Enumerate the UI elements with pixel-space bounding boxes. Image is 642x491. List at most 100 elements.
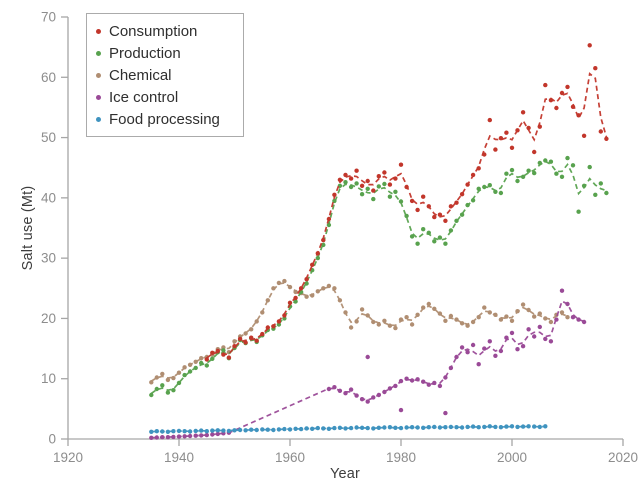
data-point-consumption: [437, 212, 443, 217]
legend-item-ice-control: Ice control: [96, 86, 243, 108]
data-point-consumption: [498, 136, 504, 141]
data-point-consumption: [215, 348, 220, 354]
data-point-chemical: [371, 319, 376, 325]
data-point-consumption: [332, 192, 337, 197]
data-point-food-processing: [470, 424, 476, 429]
data-point-food-processing: [532, 424, 537, 429]
data-point-consumption: [371, 188, 376, 193]
data-point-production: [210, 356, 215, 361]
data-point-consumption: [593, 66, 598, 71]
data-point-consumption: [226, 355, 232, 360]
data-point-consumption: [326, 216, 332, 222]
data-point-consumption: [287, 300, 293, 305]
data-point-ice-control: [548, 339, 554, 344]
data-point-ice-control: [504, 335, 509, 340]
data-point-ice-control: [354, 393, 359, 398]
data-point-production: [570, 163, 576, 168]
data-point-production: [193, 365, 198, 371]
data-point-consumption: [543, 82, 548, 88]
data-point-food-processing: [432, 424, 437, 430]
legend-label-ice-control: Ice control: [109, 88, 179, 106]
data-point-ice-control: [393, 383, 398, 389]
trend-line-ice-control: [151, 299, 585, 439]
data-point-ice-control: [448, 365, 454, 371]
data-point-ice-control: [437, 383, 443, 389]
data-point-food-processing: [443, 425, 448, 430]
data-point-production: [354, 181, 359, 186]
data-point-chemical: [332, 286, 337, 291]
data-point-production: [421, 227, 426, 232]
legend-label-food-processing: Food processing: [109, 110, 220, 128]
data-point-production: [454, 218, 459, 223]
data-point-production: [165, 390, 171, 395]
data-point-consumption: [604, 136, 609, 141]
data-point-chemical: [565, 315, 570, 320]
data-point-ice-control: [543, 336, 548, 342]
data-point-chemical: [337, 298, 343, 303]
data-point-food-processing: [260, 427, 265, 432]
data-point-ice-control: [176, 434, 182, 439]
data-point-chemical: [437, 311, 443, 316]
data-point-ice-control: [193, 433, 198, 438]
data-point-food-processing: [226, 428, 232, 434]
data-point-food-processing: [182, 429, 187, 434]
data-point-food-processing: [382, 425, 387, 430]
chemical-marker-icon: [96, 72, 101, 78]
data-point-consumption: [504, 130, 509, 135]
data-point-chemical: [443, 318, 448, 323]
data-point-consumption: [598, 129, 603, 134]
data-point-consumption: [393, 176, 398, 181]
data-point-production: [470, 198, 476, 203]
x-tick-label: 1960: [275, 450, 305, 465]
y-tick-label: 50: [41, 130, 56, 145]
data-point-production: [154, 386, 159, 392]
data-point-food-processing: [482, 424, 487, 430]
data-point-food-processing: [387, 425, 393, 430]
data-point-food-processing: [160, 429, 165, 434]
data-point-production: [204, 363, 209, 368]
data-point-production: [149, 392, 154, 398]
data-point-food-processing: [176, 428, 182, 434]
data-point-food-processing: [459, 425, 465, 430]
data-point-ice-control: [537, 324, 542, 330]
data-point-production: [321, 242, 326, 248]
data-point-chemical: [193, 359, 198, 364]
data-point-food-processing: [215, 428, 220, 433]
data-point-chemical: [199, 356, 204, 361]
data-point-chemical: [310, 293, 315, 298]
y-tick-label: 30: [41, 251, 56, 266]
data-point-chemical: [265, 298, 270, 303]
data-point-chemical: [454, 317, 459, 322]
data-point-chemical: [287, 284, 293, 290]
data-point-chemical: [470, 319, 476, 325]
data-point-production: [437, 235, 443, 240]
data-point-chemical: [448, 313, 454, 319]
data-point-chemical: [520, 302, 526, 307]
data-point-chemical: [393, 325, 398, 331]
data-point-food-processing: [520, 424, 526, 429]
y-tick-label: 40: [41, 190, 56, 205]
data-point-consumption: [587, 43, 592, 48]
data-point-chemical: [293, 289, 298, 295]
data-point-food-processing: [298, 426, 304, 432]
data-point-ice-control: [443, 410, 448, 416]
data-point-food-processing: [315, 425, 320, 431]
data-point-food-processing: [504, 424, 509, 429]
data-point-ice-control: [459, 345, 465, 350]
x-tick-label: 2000: [497, 450, 527, 465]
data-point-ice-control: [182, 434, 187, 439]
data-point-consumption: [315, 251, 320, 256]
data-point-production: [365, 186, 370, 191]
data-point-food-processing: [232, 428, 237, 433]
data-point-consumption: [298, 286, 304, 291]
data-point-ice-control: [487, 339, 492, 344]
data-point-chemical: [365, 313, 370, 318]
data-point-food-processing: [393, 425, 398, 430]
data-point-food-processing: [193, 428, 198, 434]
data-point-food-processing: [187, 429, 193, 434]
data-point-ice-control: [376, 392, 381, 398]
data-point-production: [276, 322, 282, 327]
data-point-production: [604, 190, 609, 196]
data-point-production: [160, 383, 165, 388]
